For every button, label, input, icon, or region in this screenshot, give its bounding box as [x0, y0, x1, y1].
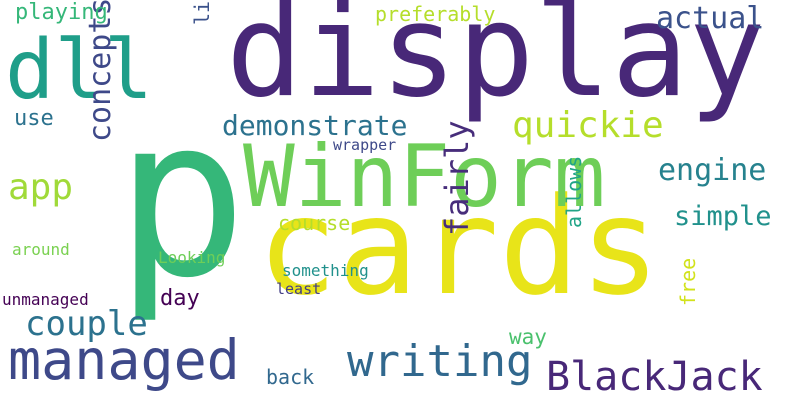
word-looking: Looking: [158, 248, 226, 267]
word-display: display: [226, 0, 766, 126]
word-couple: couple: [25, 304, 148, 344]
word-cards: cards: [257, 169, 661, 325]
word-free: free: [676, 257, 700, 306]
word-dll: dll: [5, 23, 154, 118]
word-back: back: [266, 365, 315, 389]
word-around: around: [12, 240, 70, 259]
word-p: p: [115, 70, 248, 326]
word-engine: engine: [658, 153, 767, 188]
word-writing: writing: [347, 336, 533, 387]
word-winform: WinForm: [243, 127, 606, 227]
word-quickie: quickie: [512, 105, 664, 146]
word-app: app: [8, 167, 74, 208]
word-managed: managed: [8, 328, 240, 392]
word-playing: playing: [15, 0, 108, 25]
word-something: something: [282, 261, 369, 280]
word-blackjack: BlackJack: [546, 354, 763, 400]
word-actual: actual: [656, 1, 765, 36]
word-simple: simple: [674, 201, 772, 232]
word-unmanaged: unmanaged: [2, 290, 89, 309]
word-fairly: fairly: [438, 120, 476, 236]
word-day: day: [160, 286, 200, 311]
word-preferably: preferably: [375, 2, 496, 26]
word-way: way: [509, 325, 547, 349]
word-least: least: [276, 280, 322, 298]
word-course: course: [278, 211, 351, 235]
word-wrapper: wrapper: [333, 136, 397, 154]
word-library: library: [190, 0, 214, 25]
word-allows: allows: [562, 155, 586, 228]
word-use: use: [14, 106, 54, 131]
word-demonstrate: demonstrate: [222, 109, 408, 142]
